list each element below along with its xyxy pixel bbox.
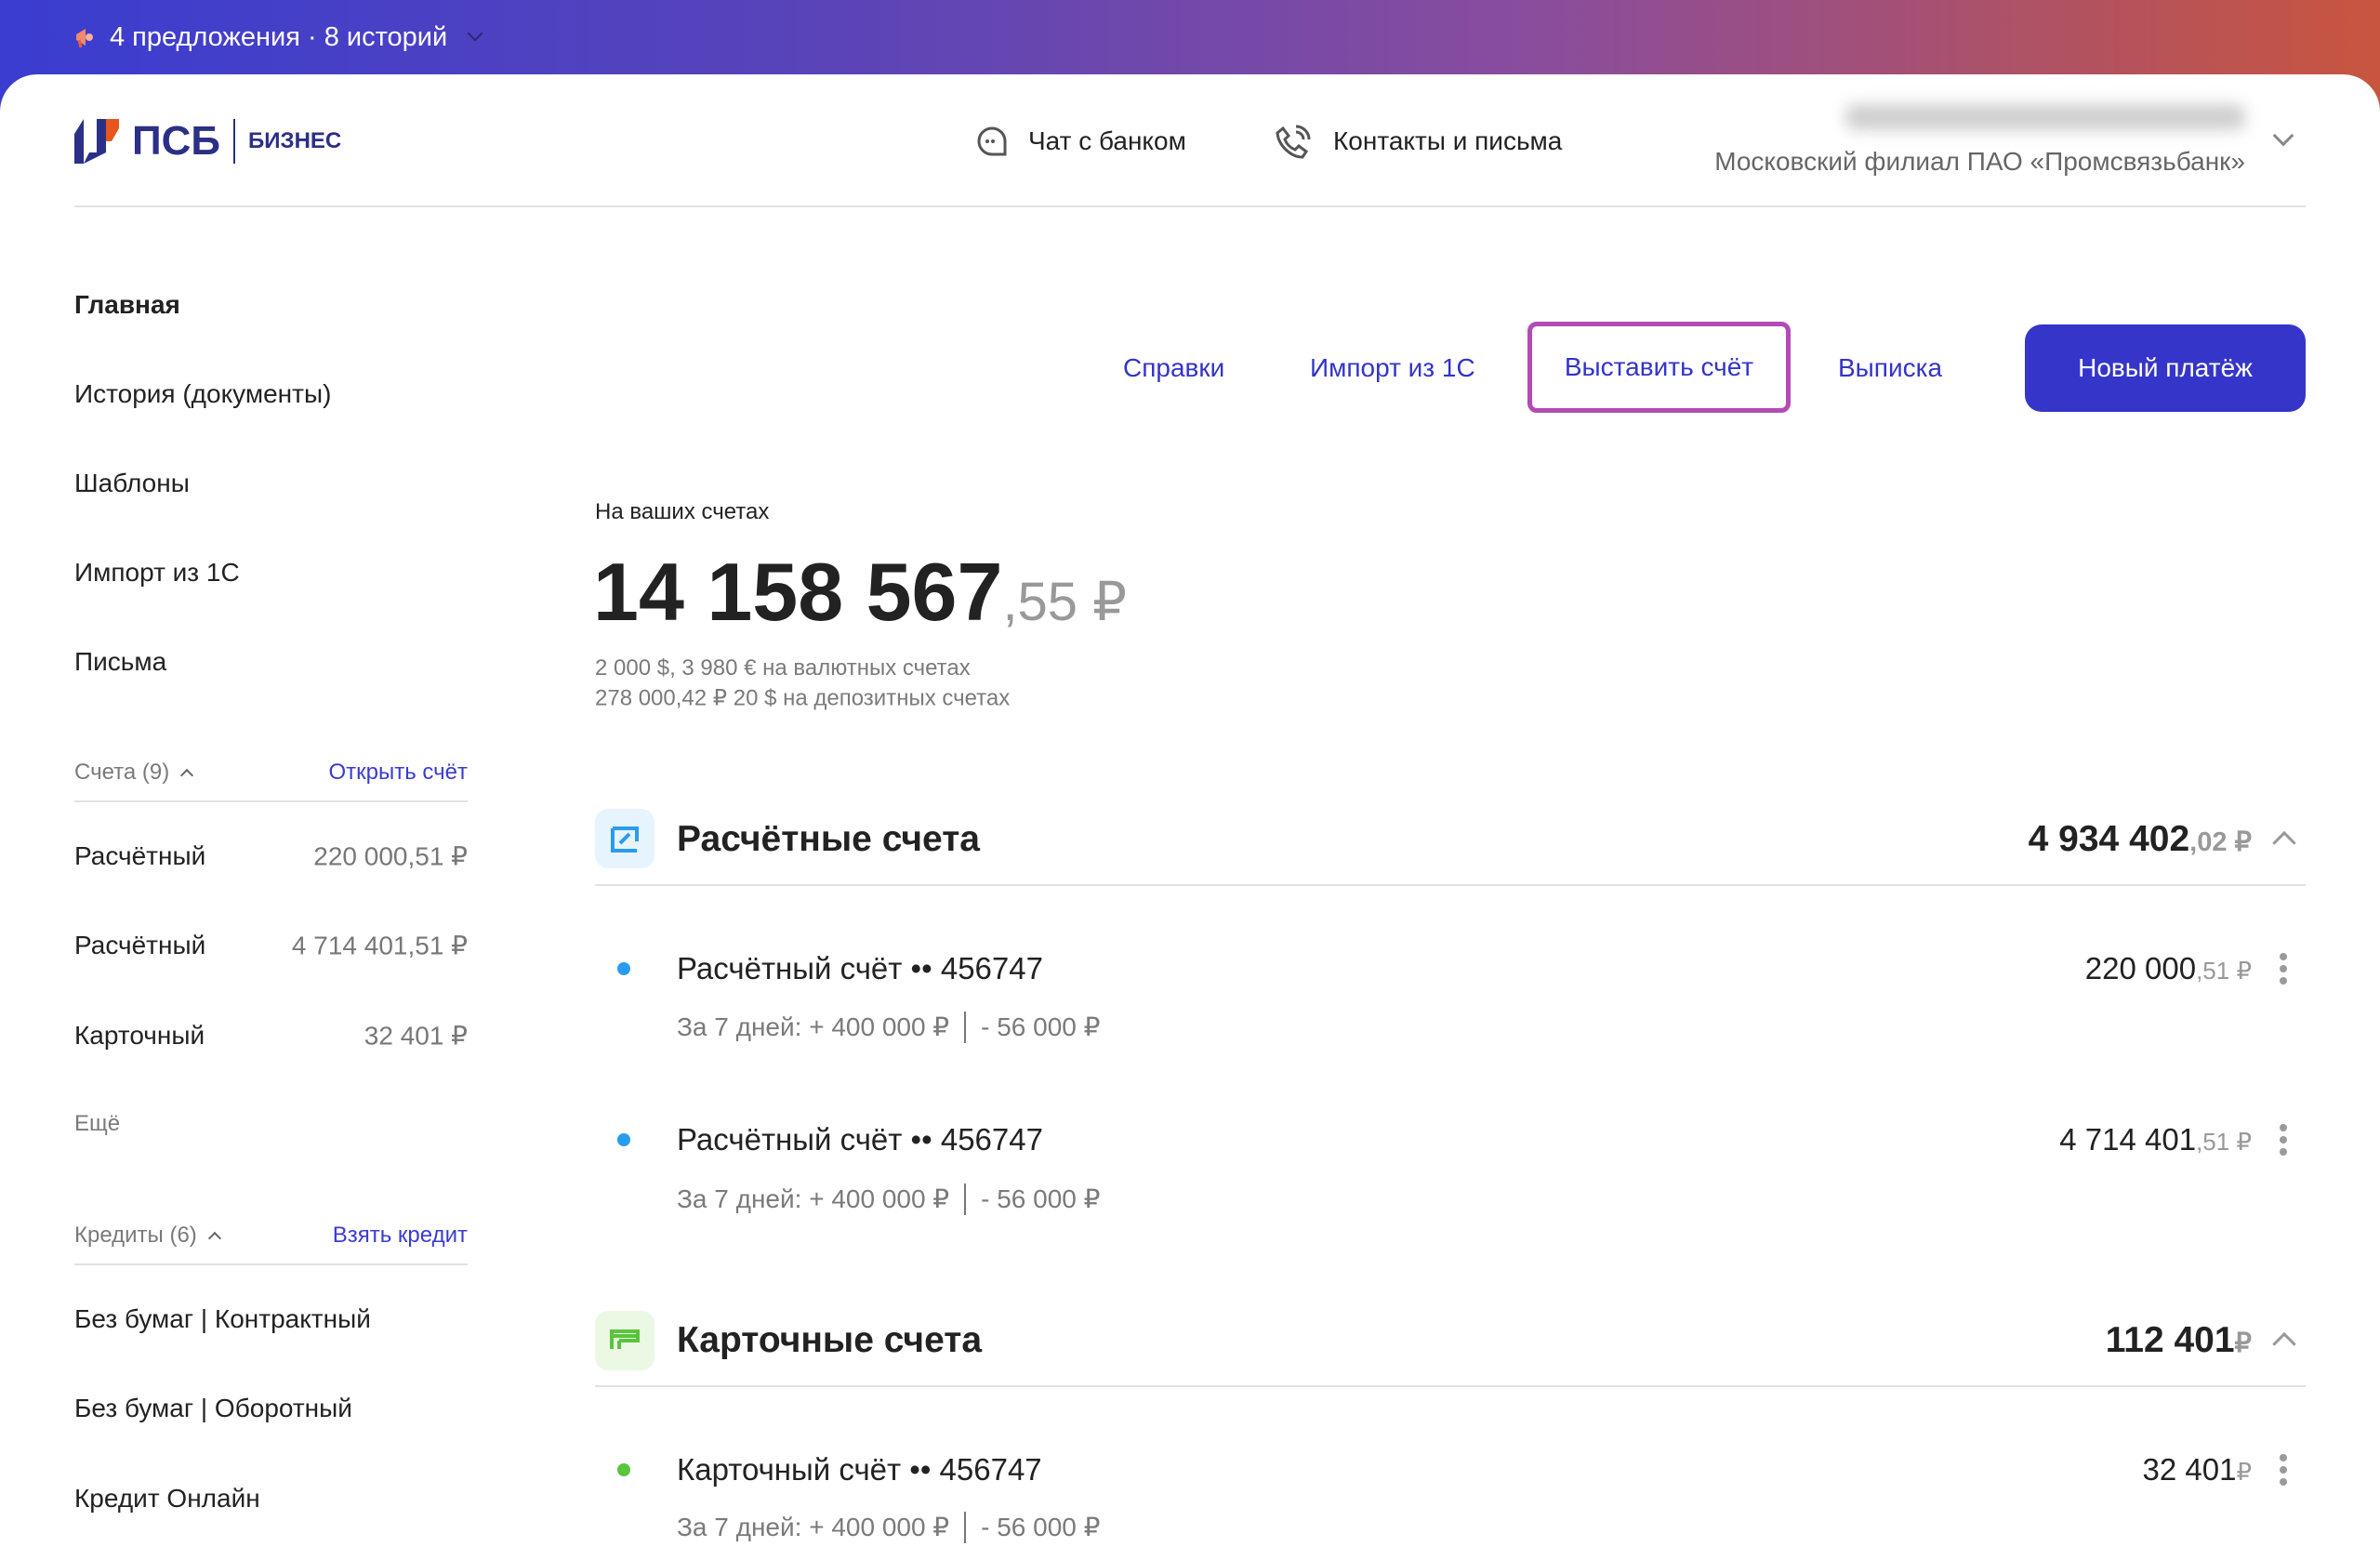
sidebar-account-name[interactable]: Карточный <box>74 1021 205 1050</box>
account-weekly-summary: За 7 дней: + 400 000 ₽ - 56 000 ₽ <box>677 1012 1100 1043</box>
contacts-label: Контакты и письма <box>1333 126 1563 155</box>
account-weekly-summary: За 7 дней: + 400 000 ₽ - 56 000 ₽ <box>677 1183 1100 1215</box>
sidebar-account-amount: 32 401 ₽ <box>364 1021 468 1051</box>
section-total: 112 401 ₽ <box>2106 1320 2252 1361</box>
total-cents: ,55 ₽ <box>1002 572 1128 632</box>
user-name-blurred[interactable] <box>1845 104 2245 130</box>
sidebar-item-home[interactable]: Главная <box>74 290 180 319</box>
logo-text: ПСБ <box>132 118 221 164</box>
currency-accounts-line: 2 000 $, 3 980 € на валютных счетах <box>595 655 971 681</box>
sidebar-account-name[interactable]: Расчётный <box>74 931 206 959</box>
take-credit-link[interactable]: Взять кредит <box>332 1223 468 1248</box>
more-options-icon[interactable] <box>2280 1124 2287 1156</box>
chevron-up-icon <box>207 1231 221 1246</box>
section-title-card[interactable]: Карточные счета <box>677 1320 983 1360</box>
phone-icon <box>1276 125 1311 159</box>
weekly-outgo: - 56 000 ₽ <box>981 1184 1101 1213</box>
logo-divider <box>233 119 236 164</box>
total-balance: 14 158 567 ,55 ₽ <box>593 545 1127 640</box>
logo-subtext: БИЗНЕС <box>248 128 342 153</box>
account-balance: 4 714 401,51 ₽ <box>2059 1122 2252 1157</box>
account-balance: 220 000,51 ₽ <box>2085 951 2252 986</box>
section-divider <box>595 1385 2306 1387</box>
weekly-income: За 7 дней: + 400 000 ₽ <box>677 1184 950 1213</box>
credits-divider <box>74 1263 468 1265</box>
weekly-outgo: - 56 000 ₽ <box>981 1012 1101 1041</box>
sidebar-item-history[interactable]: История (документы) <box>74 379 332 408</box>
sidebar-credit-item[interactable]: Кредит Онлайн <box>74 1484 260 1513</box>
issue-invoice-button[interactable]: Выставить счёт <box>1527 322 1791 413</box>
balance-cents: ,51 ₽ <box>2196 957 2252 985</box>
section-total-cents: ,02 ₽ <box>2189 827 2252 857</box>
account-weekly-summary: За 7 дней: + 400 000 ₽ - 56 000 ₽ <box>677 1512 1100 1543</box>
sidebar-item-templates[interactable]: Шаблоны <box>74 469 190 497</box>
psb-logo[interactable]: ПСБ БИЗНЕС <box>74 118 341 165</box>
deposit-accounts-line: 278 000,42 ₽ 20 $ на депозитных счетах <box>595 685 1011 711</box>
weekly-income: За 7 дней: + 400 000 ₽ <box>677 1513 950 1541</box>
account-title[interactable]: Карточный счёт •• 456747 <box>677 1452 1042 1487</box>
sidebar-credit-item[interactable]: Без бумаг | Оборотный <box>74 1394 352 1422</box>
accounts-toggle[interactable]: Счета (9) <box>74 760 194 786</box>
offers-banner[interactable]: 4 предложения · 8 историй <box>0 0 2380 74</box>
account-status-dot <box>617 1133 630 1146</box>
credits-toggle[interactable]: Кредиты (6) <box>74 1223 221 1249</box>
accounts-title: Счета (9) <box>74 760 170 785</box>
chat-label: Чат с банком <box>1028 126 1186 155</box>
more-accounts-link[interactable]: Ещё <box>74 1111 121 1136</box>
chat-icon <box>977 126 1007 156</box>
account-balance: 32 401 ₽ <box>2143 1452 2252 1488</box>
section-total: 4 934 402,02 ₽ <box>2029 819 2252 860</box>
statement-button[interactable]: Выписка <box>1838 353 1943 382</box>
balance-cents: ,51 ₽ <box>2196 1128 2252 1156</box>
account-title[interactable]: Расчётный счёт •• 456747 <box>677 951 1043 985</box>
account-title[interactable]: Расчётный счёт •• 456747 <box>677 1122 1043 1157</box>
balance-whole: 4 714 401 <box>2059 1122 2197 1157</box>
sidebar-credit-item[interactable]: Без бумаг | Контрактный <box>74 1304 371 1333</box>
open-account-link[interactable]: Открыть счёт <box>328 760 469 785</box>
section-total-cents: ₽ <box>2234 1329 2252 1358</box>
chat-with-bank[interactable]: Чат с банком <box>976 126 1186 157</box>
chevron-down-icon <box>467 25 483 42</box>
branch-name[interactable]: Московский филиал ПАО «Промсвязьбанк» <box>1714 147 2245 176</box>
megaphone-icon <box>76 29 93 48</box>
chevron-up-icon <box>180 768 194 783</box>
sidebar-account-amount: 220 000,51 ₽ <box>313 841 468 871</box>
balance-cents: ₽ <box>2236 1458 2252 1486</box>
balance-whole: 220 000 <box>2084 951 2197 985</box>
section-divider <box>595 884 2306 886</box>
total-whole: 14 158 567 <box>593 546 1003 638</box>
weekly-outgo: - 56 000 ₽ <box>981 1513 1101 1541</box>
import-1c-button[interactable]: Импорт из 1С <box>1310 353 1475 382</box>
account-status-dot <box>617 1463 630 1476</box>
header-divider <box>74 205 2306 207</box>
offers-text: 4 предложения · 8 историй <box>110 21 448 52</box>
contacts-and-letters[interactable]: Контакты и письма <box>1276 123 1562 160</box>
new-payment-button[interactable]: Новый платёж <box>2025 324 2306 412</box>
section-total-whole: 112 401 <box>2105 1320 2235 1360</box>
logo-mark-icon <box>74 119 119 164</box>
balance-whole: 32 401 <box>2142 1452 2237 1487</box>
section-total-whole: 4 934 402 <box>2028 819 2190 859</box>
balance-label: На ваших счетах <box>595 499 770 524</box>
references-button[interactable]: Справки <box>1123 353 1225 382</box>
weekly-income: За 7 дней: + 400 000 ₽ <box>677 1012 950 1041</box>
credits-title: Кредиты (6) <box>74 1223 197 1248</box>
more-options-icon[interactable] <box>2280 953 2287 985</box>
card-accounts-icon <box>595 1311 654 1370</box>
main-card <box>0 74 2380 1547</box>
sidebar-account-name[interactable]: Расчётный <box>74 841 206 870</box>
accounts-divider <box>74 800 468 802</box>
sidebar-account-amount: 4 714 401,51 ₽ <box>291 931 468 960</box>
section-title-settlement[interactable]: Расчётные счета <box>677 819 980 859</box>
sidebar-item-letters[interactable]: Письма <box>74 647 167 676</box>
sidebar-item-import-1c[interactable]: Импорт из 1С <box>74 558 240 587</box>
more-options-icon[interactable] <box>2280 1454 2287 1486</box>
settlement-accounts-icon <box>595 809 654 868</box>
account-status-dot <box>617 962 630 975</box>
